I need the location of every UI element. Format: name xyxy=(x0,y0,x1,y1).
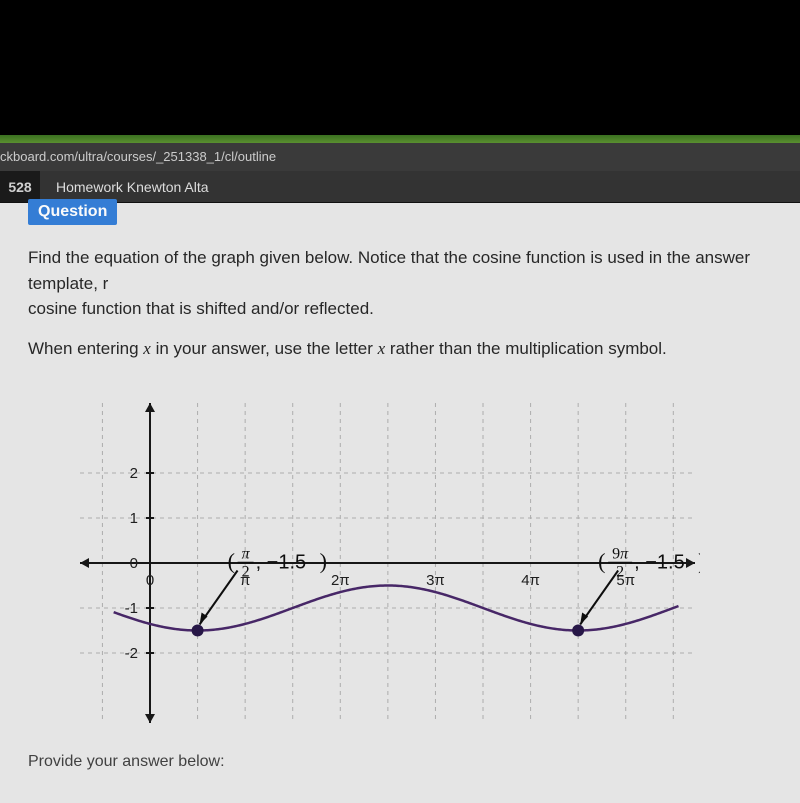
tab-number: 528 xyxy=(0,171,40,202)
q-var1: x xyxy=(143,339,151,358)
svg-text:-1: -1 xyxy=(125,600,138,617)
svg-text:, −1.5: , −1.5 xyxy=(256,552,307,574)
accent-bar xyxy=(0,135,800,143)
svg-text:-2: -2 xyxy=(125,645,138,662)
tab-title[interactable]: Homework Knewton Alta xyxy=(40,171,800,202)
question-label: Question xyxy=(28,199,117,225)
svg-text:2: 2 xyxy=(616,564,624,581)
url-bar[interactable]: ckboard.com/ultra/courses/_251338_1/cl/o… xyxy=(0,143,800,171)
svg-text:, −1.5: , −1.5 xyxy=(634,552,685,574)
svg-text:1: 1 xyxy=(130,510,138,527)
svg-text:4π: 4π xyxy=(521,572,540,589)
svg-text:): ) xyxy=(698,549,700,574)
svg-text:): ) xyxy=(320,549,327,574)
answer-prompt: Provide your answer below: xyxy=(0,733,800,771)
q-line2b: in your answer, use the letter xyxy=(151,339,378,358)
tab-bar: 528 Homework Knewton Alta xyxy=(0,171,800,203)
svg-text:3π: 3π xyxy=(426,572,445,589)
svg-text:9π: 9π xyxy=(612,546,629,563)
q-line2c: rather than the multiplication symbol. xyxy=(385,339,667,358)
svg-text:2: 2 xyxy=(242,564,250,581)
svg-text:2: 2 xyxy=(130,465,138,482)
svg-text:π: π xyxy=(242,546,251,563)
svg-text:0: 0 xyxy=(146,572,154,589)
svg-text:(: ( xyxy=(228,549,235,574)
window-top-black xyxy=(0,0,800,135)
svg-text:0: 0 xyxy=(130,555,138,572)
svg-text:(: ( xyxy=(598,549,605,574)
graph: -2-10120π2π3π4π5π ( π 2 , −1.5 ) ( 9π 2 … xyxy=(60,393,700,733)
q-line1b: cosine function that is shifted and/or r… xyxy=(28,299,374,318)
svg-text:2π: 2π xyxy=(331,572,350,589)
q-line2a: When entering xyxy=(28,339,143,358)
question-text: Find the equation of the graph given bel… xyxy=(0,229,800,383)
q-line1a: Find the equation of the graph given bel… xyxy=(28,248,750,293)
content-area: Question Find the equation of the graph … xyxy=(0,203,800,803)
